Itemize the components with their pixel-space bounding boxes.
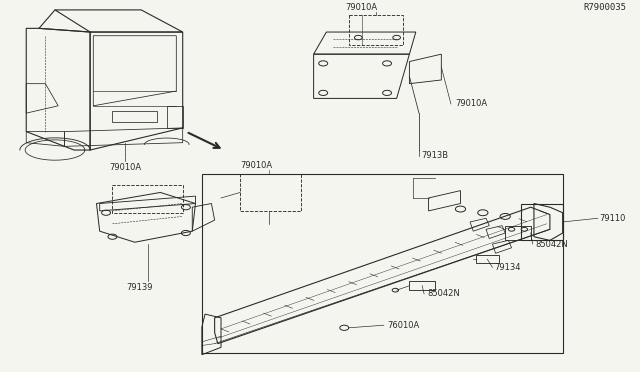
Text: 79010A: 79010A (346, 3, 378, 12)
Text: 79010A: 79010A (456, 99, 488, 109)
Text: 79139: 79139 (127, 283, 153, 292)
Text: 79010A: 79010A (109, 163, 141, 172)
Text: 7913B: 7913B (421, 151, 448, 160)
Bar (202, 174, 563, 353)
Text: 85042N: 85042N (428, 289, 460, 298)
Bar (505, 226, 531, 240)
Bar (521, 203, 563, 240)
Text: 79110: 79110 (600, 214, 626, 223)
Text: 76010A: 76010A (387, 321, 419, 330)
Text: 79134: 79134 (494, 263, 521, 272)
Bar (349, 16, 403, 45)
Bar (240, 174, 301, 211)
Bar (476, 255, 499, 263)
Text: 79010A: 79010A (240, 161, 272, 170)
Text: 85042N: 85042N (536, 240, 568, 248)
Bar (410, 281, 435, 290)
Text: R7900035: R7900035 (584, 3, 627, 12)
Bar (113, 185, 182, 213)
